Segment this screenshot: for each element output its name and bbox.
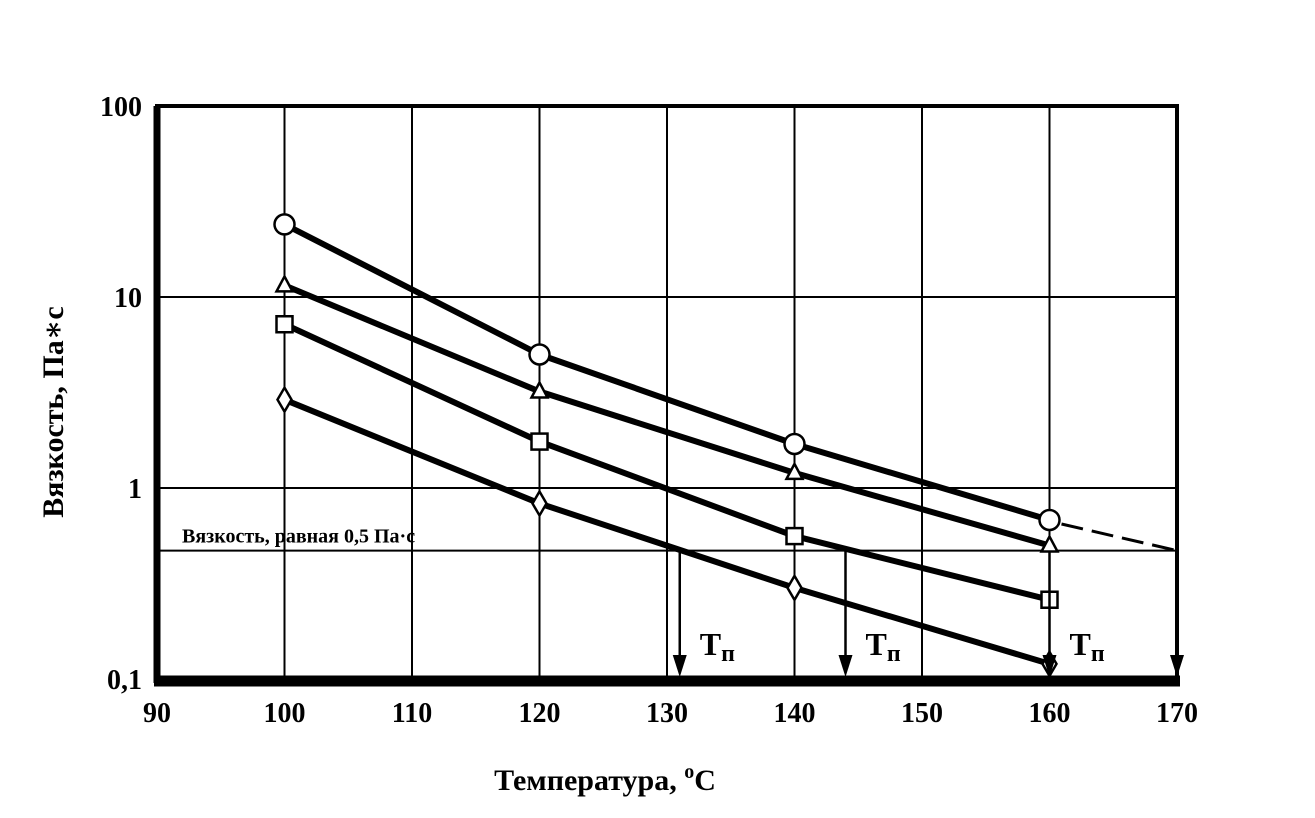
x-tick-label: 170 xyxy=(1156,698,1198,729)
x-tick-label: 140 xyxy=(774,698,816,729)
data-point-diamond xyxy=(276,385,293,415)
transition-arrow-head xyxy=(672,655,687,677)
series-line-circle xyxy=(283,221,1051,523)
transition-arrow-head xyxy=(1042,655,1057,677)
y-tick-label: 100 xyxy=(100,92,142,123)
data-point-triangle xyxy=(529,379,550,399)
x-tick-label: 100 xyxy=(264,698,306,729)
grid xyxy=(153,104,1180,687)
y-tick-label: 0,1 xyxy=(107,665,142,696)
x-axis-title: Температура, oC xyxy=(494,761,716,797)
data-point-diamond xyxy=(531,488,548,518)
x-tick-label: 120 xyxy=(519,698,561,729)
x-tick-label: 160 xyxy=(1029,698,1071,729)
data-point-square xyxy=(785,526,804,546)
data-point-square xyxy=(275,314,294,334)
data-point-triangle xyxy=(784,461,805,481)
transition-arrows: Тп Тп Тп xyxy=(672,550,1184,677)
x-tick-label: 130 xyxy=(646,698,688,729)
x-tick-label: 150 xyxy=(901,698,943,729)
series-line-triangle xyxy=(283,282,1051,549)
data-point-triangle xyxy=(274,273,295,293)
transition-arrow-head xyxy=(838,655,853,677)
series-line-diamond xyxy=(283,396,1051,667)
y-axis-title: Вязкость, Па∗с xyxy=(37,306,70,517)
reference-line-group: Вязкость, равная 0,5 Па·с xyxy=(157,526,1177,552)
series-line-square xyxy=(283,321,1051,603)
transition-temperature-label: Тп xyxy=(700,626,735,667)
transition-temperature-label: Тп xyxy=(866,626,901,667)
transition-arrow-head xyxy=(1170,655,1184,677)
data-point-diamond xyxy=(786,573,803,603)
y-tick-label: 10 xyxy=(114,283,142,314)
data-point-circle xyxy=(273,213,296,236)
data-point-circle xyxy=(1038,508,1061,532)
x-tick-label: 90 xyxy=(143,698,171,729)
reference-line-label: Вязкость, равная 0,5 Па·с xyxy=(182,526,415,548)
extrapolation-line xyxy=(1061,522,1178,553)
transition-temperature-label: Тп xyxy=(1070,626,1105,667)
data-point-square xyxy=(530,432,549,451)
data-point-circle xyxy=(783,432,806,456)
y-tick-label: 1 xyxy=(128,474,142,505)
x-tick-label: 110 xyxy=(392,698,432,729)
series-group xyxy=(273,213,1178,679)
data-point-circle xyxy=(528,343,551,366)
